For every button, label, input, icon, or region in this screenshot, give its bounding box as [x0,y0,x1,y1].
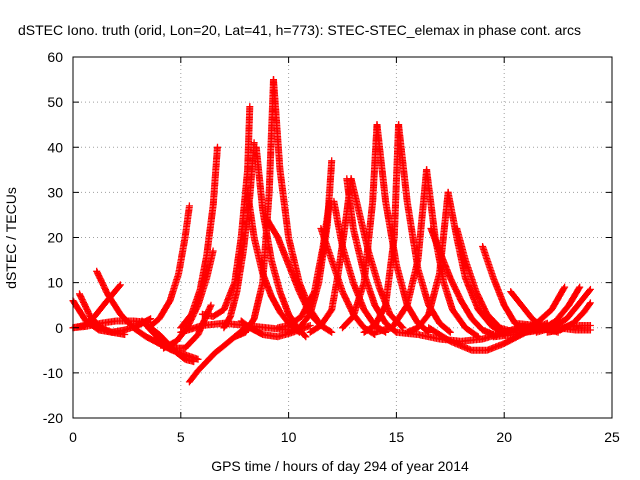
y-tick-label: 20 [47,230,63,246]
arc-27 [339,121,381,332]
arc-36-markers [453,225,519,336]
arc-36 [453,225,519,336]
arc-31 [371,166,431,336]
arc-6 [145,202,193,332]
chart-title: dSTEC Iono. truth (orid, Lon=20, Lat=41,… [18,22,581,38]
arc-6-markers [145,202,193,332]
x-tick-label: 25 [604,429,620,445]
arc-27-markers [339,121,381,332]
x-tick-label: 10 [281,429,297,445]
arc-30 [395,121,454,336]
arc-46-markers [489,322,594,341]
arc-12 [198,103,254,320]
x-tick-label: 5 [177,429,185,445]
x-tick-label: 0 [69,429,77,445]
y-tick-label: -20 [43,410,63,426]
y-tick-label: -10 [43,365,63,381]
x-tick-label: 20 [496,429,512,445]
arc-16-markers [244,188,303,336]
y-tick-label: 50 [47,94,63,110]
x-tick-label: 15 [389,429,405,445]
arc-10 [177,143,221,332]
arc-29 [360,121,403,336]
arc-10-markers [177,143,221,332]
y-axis-label: dSTEC / TECUs [3,187,19,289]
arc-29-markers [360,121,403,336]
arc-35-markers [427,225,497,338]
data-marks [69,76,594,386]
y-tick-label: 60 [47,49,63,65]
arc-30-markers [395,121,454,336]
x-axis-label: GPS time / hours of day 294 of year 2014 [211,458,469,474]
y-tick-label: 40 [47,139,63,155]
y-axis-ticks: -20 -10 0 10 20 30 40 50 60 [43,49,612,426]
arc-46 [489,322,594,341]
arc-12-markers [198,103,254,320]
x-axis-ticks: 0 5 10 15 20 25 [69,57,620,445]
arc-35 [427,225,497,338]
arc-31-markers [371,166,431,336]
y-tick-label: 10 [47,275,63,291]
arc-16 [244,188,303,336]
y-tick-label: 0 [55,320,63,336]
y-tick-label: 30 [47,184,63,200]
